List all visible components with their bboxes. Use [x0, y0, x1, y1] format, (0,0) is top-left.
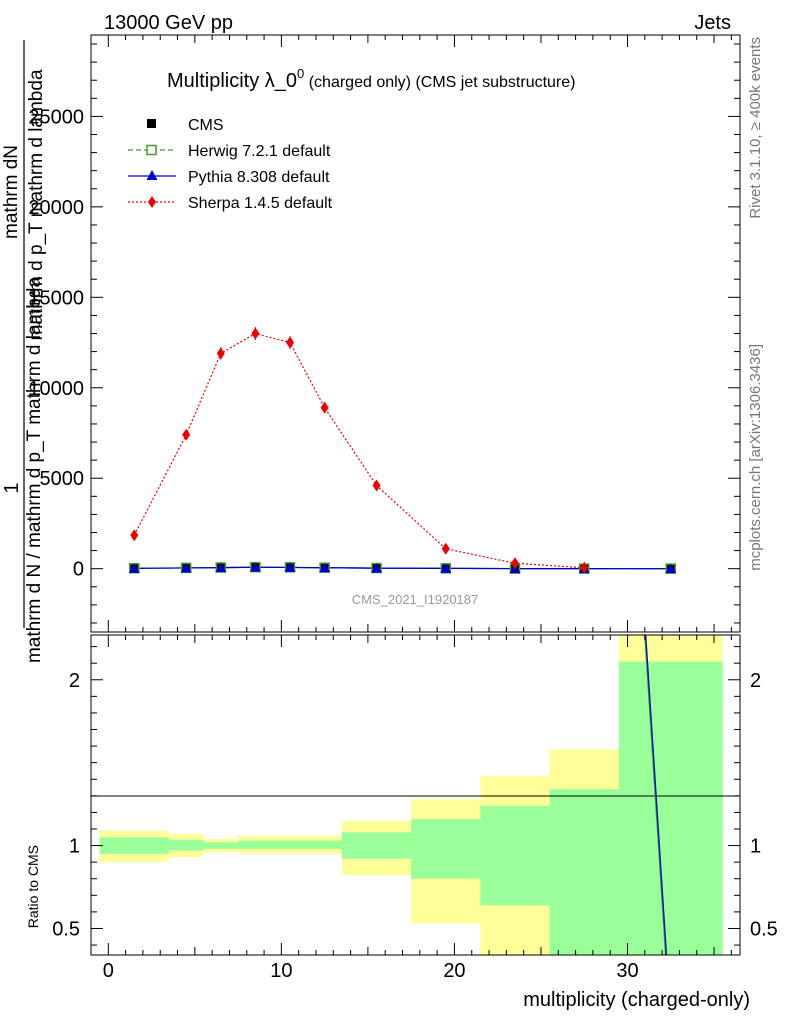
x-tick-label: 20 [443, 960, 465, 982]
legend: CMS Herwig 7.2.1 default Pythia 8.308 de… [128, 117, 333, 212]
legend-herwig-marker [146, 144, 157, 156]
ratio-bands-layer [99, 635, 723, 955]
main-frame [90, 34, 741, 633]
data-point-sherpa [182, 428, 191, 441]
x-tick-label: 10 [270, 960, 292, 982]
x-axis-label: multiplicity (charged-only) [523, 989, 750, 1011]
title-main: Multiplicity λ_0 [167, 70, 297, 92]
ratio-band-green [99, 837, 169, 854]
data-point-pythia [284, 562, 296, 572]
main-y-tick-label: 0 [73, 559, 84, 581]
main-axis-ticks [91, 35, 740, 632]
ratio-band-green [549, 789, 619, 955]
legend-entry-sherpa: Sherpa 1.4.5 default [128, 195, 333, 212]
ratio-y-tick-labels: 0.5 0.5 1 1 2 2 [52, 670, 778, 941]
data-point-sherpa [511, 557, 520, 570]
data-point-pythia [665, 563, 677, 574]
legend-sherpa-label: Sherpa 1.4.5 default [188, 195, 333, 212]
ratio-y-tick-label: 2 [69, 670, 80, 692]
legend-cms-marker [147, 119, 156, 128]
title-rest: (charged only) (CMS jet substructure) [304, 74, 575, 91]
ratio-band-green [168, 839, 204, 851]
legend-sherpa-marker [148, 196, 156, 208]
legend-pythia-label: Pythia 8.308 default [188, 169, 330, 186]
data-point-sherpa [216, 347, 225, 360]
ylabel-numerator: mathrm dN [1, 145, 22, 239]
data-point-sherpa [372, 479, 381, 492]
legend-cms-label: CMS [188, 117, 224, 134]
x-tick-label: 0 [103, 960, 114, 982]
legend-entry-pythia: Pythia 8.308 default [128, 169, 330, 186]
header-category-label: Jets [694, 12, 731, 34]
main-series-layer [128, 327, 677, 574]
legend-entry-cms: CMS [147, 117, 224, 134]
main-y-axis-label: 1 mathrm d N / mathrm d p_T mathrm d lam… [1, 40, 47, 663]
ratio-line-0 [644, 634, 667, 956]
ylabel-numerator-sub: mathrm d p_T mathrm d lambda [26, 69, 47, 340]
ratio-y-tick-label-right: 2 [750, 670, 761, 692]
data-point-pythia [249, 562, 261, 572]
ratio-band-green [341, 832, 412, 859]
series-line-2 [134, 566, 671, 570]
ratio-frame [90, 634, 741, 956]
legend-pythia-marker [146, 170, 158, 180]
ratio-y-tick-label-right: 0.5 [750, 918, 778, 940]
main-y-tick-label: 10000 [28, 378, 84, 400]
ratio-band-green [238, 840, 342, 849]
ratio-y-tick-label-right: 1 [750, 836, 761, 858]
data-point-pythia [371, 563, 383, 573]
title-superscript: 0 [297, 66, 304, 81]
main-y-tick-label: 20000 [28, 197, 84, 219]
data-point-sherpa [580, 561, 589, 574]
data-point-sherpa [130, 529, 139, 542]
ratio-band-green [480, 805, 550, 906]
x-tick-labels: 0 10 20 30 [103, 960, 639, 982]
data-point-pythia [180, 562, 192, 573]
data-point-sherpa [320, 401, 329, 414]
data-point-pythia [440, 563, 452, 573]
legend-entry-herwig: Herwig 7.2.1 default [128, 143, 331, 160]
ratio-panel: 0.5 0.5 1 1 2 2 0 10 20 30 Ratio to CMS multipli… [25, 634, 778, 1011]
mcplots-label: mcplots.cern.ch [arXiv:1306.3436] [747, 344, 764, 571]
x-tick-label: 30 [616, 960, 638, 982]
data-point-sherpa [251, 327, 260, 340]
ratio-lines-layer [644, 634, 668, 956]
legend-herwig-label: Herwig 7.2.1 default [188, 143, 331, 160]
ratio-line-1 [645, 634, 668, 956]
analysis-watermark: CMS_2021_I1920187 [352, 592, 479, 607]
data-point-sherpa [286, 336, 295, 349]
main-y-tick-label: 15000 [28, 287, 84, 309]
data-point-pythia [319, 562, 331, 573]
data-point-pythia [215, 562, 227, 573]
ratio-y-tick-label: 1 [69, 836, 80, 858]
ratio-band-green [618, 661, 723, 955]
main-y-tick-label: 25000 [28, 106, 84, 128]
main-panel: 0 5000 10000 15000 20000 25000 Multiplicity λ… [1, 34, 741, 663]
data-point-sherpa [441, 542, 450, 555]
main-y-tick-labels: 0 5000 10000 15000 20000 25000 [28, 106, 84, 580]
rivet-version-label: Rivet 3.1.10, ≥ 400k events [747, 37, 764, 219]
ratio-y-axis-label: Ratio to CMS [25, 845, 41, 928]
header-energy-label: 13000 GeV pp [104, 12, 233, 34]
ylabel-prefactor: 1 [1, 482, 23, 493]
ratio-band-green [411, 819, 481, 879]
series-line-3 [133, 332, 585, 569]
data-point-pythia [128, 563, 140, 573]
ylabel-denominator: mathrm d N / mathrm d p_T mathrm d lambd… [24, 277, 45, 664]
main-title: Multiplicity λ_00 (charged only) (CMS je… [167, 66, 575, 92]
ratio-band-green [203, 842, 239, 849]
ratio-axis-ticks [91, 635, 740, 955]
main-y-tick-label: 5000 [40, 468, 85, 490]
ratio-y-tick-label: 0.5 [52, 918, 80, 940]
